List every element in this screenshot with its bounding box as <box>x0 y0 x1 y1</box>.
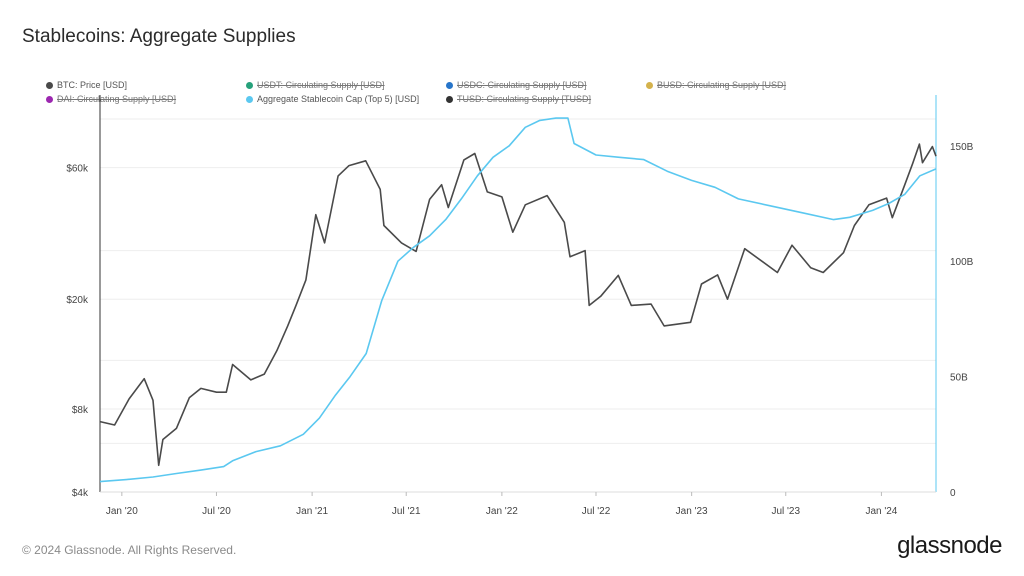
chart-title: Stablecoins: Aggregate Supplies <box>22 26 296 47</box>
btc-price-line <box>99 143 937 467</box>
legend-item[interactable]: BTC: Price [USD] <box>46 80 127 90</box>
legend-item[interactable]: Aggregate Stablecoin Cap (Top 5) [USD] <box>246 94 419 104</box>
legend-dot-icon <box>46 95 53 103</box>
legend-label: BTC: Price [USD] <box>57 80 128 90</box>
x-tick-label: Jan '24 <box>865 506 897 517</box>
legend-label: Aggregate Stablecoin Cap (Top 5) [USD] <box>257 94 420 104</box>
axes <box>99 95 937 496</box>
y-left-tick-label: $60k <box>66 164 89 175</box>
x-tick-label: Jan '21 <box>296 506 328 517</box>
legend-item[interactable]: DAI: Circulating Supply [USD] <box>46 94 176 104</box>
x-tick-label: Jan '23 <box>676 506 708 517</box>
y-left-tick-label: $20k <box>66 295 89 306</box>
legend-dot-icon <box>246 81 253 89</box>
x-tick-label: Jul '22 <box>582 506 611 517</box>
legend-dot-icon <box>446 95 453 103</box>
legend-dot-icon <box>46 81 53 89</box>
copyright-text: © 2024 Glassnode. All Rights Reserved. <box>22 543 237 557</box>
y-right-tick-label: 150B <box>950 142 974 153</box>
legend-dot-icon <box>246 95 253 103</box>
y-right-tick-label: 100B <box>950 257 974 268</box>
legend-item[interactable]: BUSD: Circulating Supply [USD] <box>646 80 786 90</box>
legend-item[interactable]: TUSD: Circulating Supply [TUSD] <box>446 94 591 104</box>
grid-lines <box>100 118 936 493</box>
legend-dot-icon <box>446 81 453 89</box>
legend-label: TUSD: Circulating Supply [TUSD] <box>457 94 592 104</box>
y-left-tick-label: $4k <box>72 488 89 499</box>
x-tick-label: Jul '23 <box>771 506 800 517</box>
y-right-tick-label: 50B <box>950 373 968 384</box>
brand-logo: glassnode <box>897 532 1002 559</box>
stablecoin-cap-line <box>99 117 937 483</box>
legend-item[interactable]: USDC: Circulating Supply [USD] <box>446 80 587 90</box>
legend-label: USDT: Circulating Supply [USD] <box>257 80 385 90</box>
y-left-tick-label: $8k <box>72 405 89 416</box>
x-tick-label: Jan '20 <box>106 506 138 517</box>
legend-dot-icon <box>646 81 653 89</box>
y-right-tick-label: 0 <box>950 488 956 499</box>
series-lines <box>99 117 937 483</box>
x-tick-label: Jan '22 <box>486 506 518 517</box>
legend-label: BUSD: Circulating Supply [USD] <box>657 80 787 90</box>
tick-labels: $4k $8k $20k $60k 0 50B 100B 150B Jan '20 Jul '20… <box>66 142 973 517</box>
legend-label: DAI: Circulating Supply [USD] <box>57 94 177 104</box>
legend-label: USDC: Circulating Supply [USD] <box>457 80 587 90</box>
legend-item[interactable]: USDT: Circulating Supply [USD] <box>246 80 385 90</box>
x-tick-label: Jul '21 <box>392 506 421 517</box>
x-tick-label: Jul '20 <box>202 506 231 517</box>
